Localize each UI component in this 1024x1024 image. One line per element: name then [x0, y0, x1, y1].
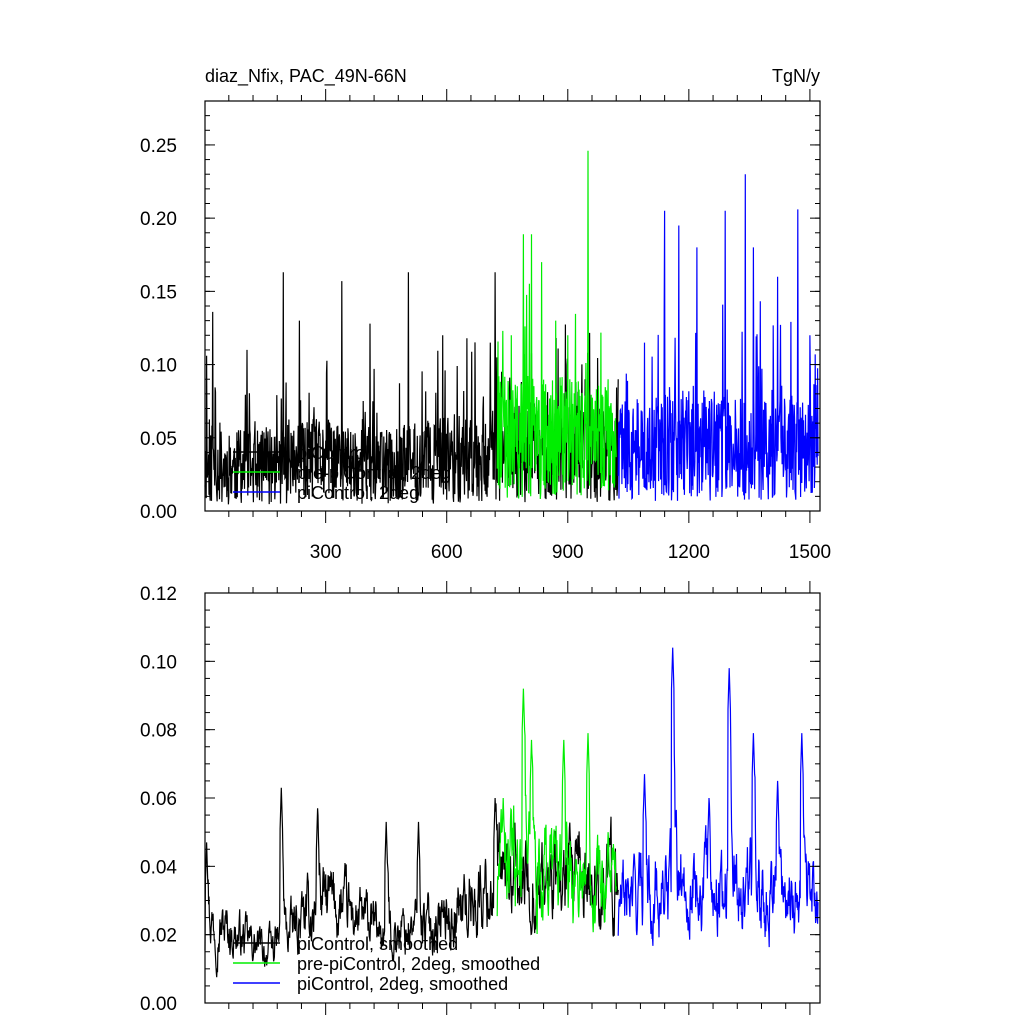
bottom-axes: 0.00 0.02 0.04 0.06 0.08 0.10 0.12	[140, 581, 820, 1015]
y-tick-label-top-1: 0.05	[140, 429, 177, 450]
y-tick-label-bottom-6: 0.12	[140, 584, 177, 605]
top-plot-frame	[204, 100, 821, 512]
series-line-top-2	[617, 174, 819, 501]
y-tick-label-top-0: 0.00	[140, 502, 177, 523]
bottom-plot-frame	[204, 592, 821, 1004]
top-title-right: TgN/y	[772, 66, 820, 86]
series-line-bottom-1	[496, 688, 617, 935]
top-panel: diaz_Nfix, PAC_49N-66N TgN/y piControlpr…	[140, 66, 831, 563]
top-series-layer	[204, 150, 819, 505]
x-tick-label-top-2: 900	[552, 542, 584, 563]
y-tick-label-top-5: 0.25	[140, 136, 177, 157]
legend-label-bottom-2: piControl, 2deg, smoothed	[297, 974, 508, 994]
legend-label-top-2: piControl, 2deg	[297, 483, 419, 503]
x-tick-label-top-1: 600	[431, 542, 463, 563]
y-tick-label-bottom-3: 0.06	[140, 789, 177, 810]
series-line-top-0	[204, 272, 619, 505]
y-tick-label-bottom-5: 0.10	[140, 652, 177, 673]
x-tick-label-top-3: 1200	[668, 542, 710, 563]
series-line-top-1	[496, 150, 617, 500]
y-tick-label-top-4: 0.20	[140, 209, 177, 230]
legend-label-top-0: piControl	[297, 443, 369, 463]
bottom-series-layer	[204, 647, 819, 978]
y-tick-label-bottom-1: 0.02	[140, 926, 177, 947]
y-tick-label-bottom-0: 0.00	[140, 994, 177, 1015]
x-tick-label-top-0: 300	[310, 542, 342, 563]
x-tick-label-top-4: 1500	[789, 542, 831, 563]
legend-label-bottom-1: pre-piControl, 2deg, smoothed	[297, 954, 540, 974]
y-tick-label-bottom-4: 0.08	[140, 721, 177, 742]
top-title-left: diaz_Nfix, PAC_49N-66N	[205, 66, 407, 87]
legend-label-bottom-0: piControl, smoothed	[297, 934, 458, 954]
series-line-bottom-2	[617, 647, 819, 948]
legend-label-top-1: pre-piControl, 2deg	[297, 463, 451, 483]
y-tick-label-bottom-2: 0.04	[140, 857, 177, 878]
y-tick-label-top-3: 0.15	[140, 282, 177, 303]
top-axes: 0.00 0.05 0.10 0.15 0.20 0.25 300 600 900 1200 150…	[140, 89, 831, 563]
y-tick-label-top-2: 0.10	[140, 356, 177, 377]
